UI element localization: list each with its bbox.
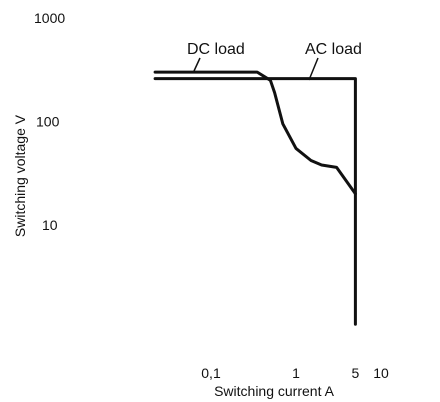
ac-load-label: AC load	[305, 41, 362, 58]
x-axis-label: Switching current A	[214, 383, 334, 399]
ac-load-leader-line	[308, 57, 319, 81]
x-tick-labels: 0,1 1 5 10	[201, 365, 389, 381]
annotation-layer: DC load AC load	[187, 41, 362, 81]
dc-load-label: DC load	[187, 41, 245, 58]
y-tick-label: 100	[36, 114, 60, 130]
dc-load-leader-line	[193, 57, 201, 72]
y-axis-label: Switching voltage V	[12, 114, 28, 237]
ac-load-curve	[153, 77, 357, 326]
y-tick-label: 10	[42, 217, 58, 233]
x-tick-label: 1	[292, 365, 300, 381]
series-layer	[153, 70, 357, 326]
y-tick-labels: 1000 100 10	[34, 10, 65, 233]
y-tick-label: 1000	[34, 10, 65, 26]
x-tick-label: 5	[352, 365, 360, 381]
x-tick-label: 10	[373, 365, 389, 381]
x-tick-label: 0,1	[201, 365, 221, 381]
dc-load-curve	[153, 70, 357, 196]
